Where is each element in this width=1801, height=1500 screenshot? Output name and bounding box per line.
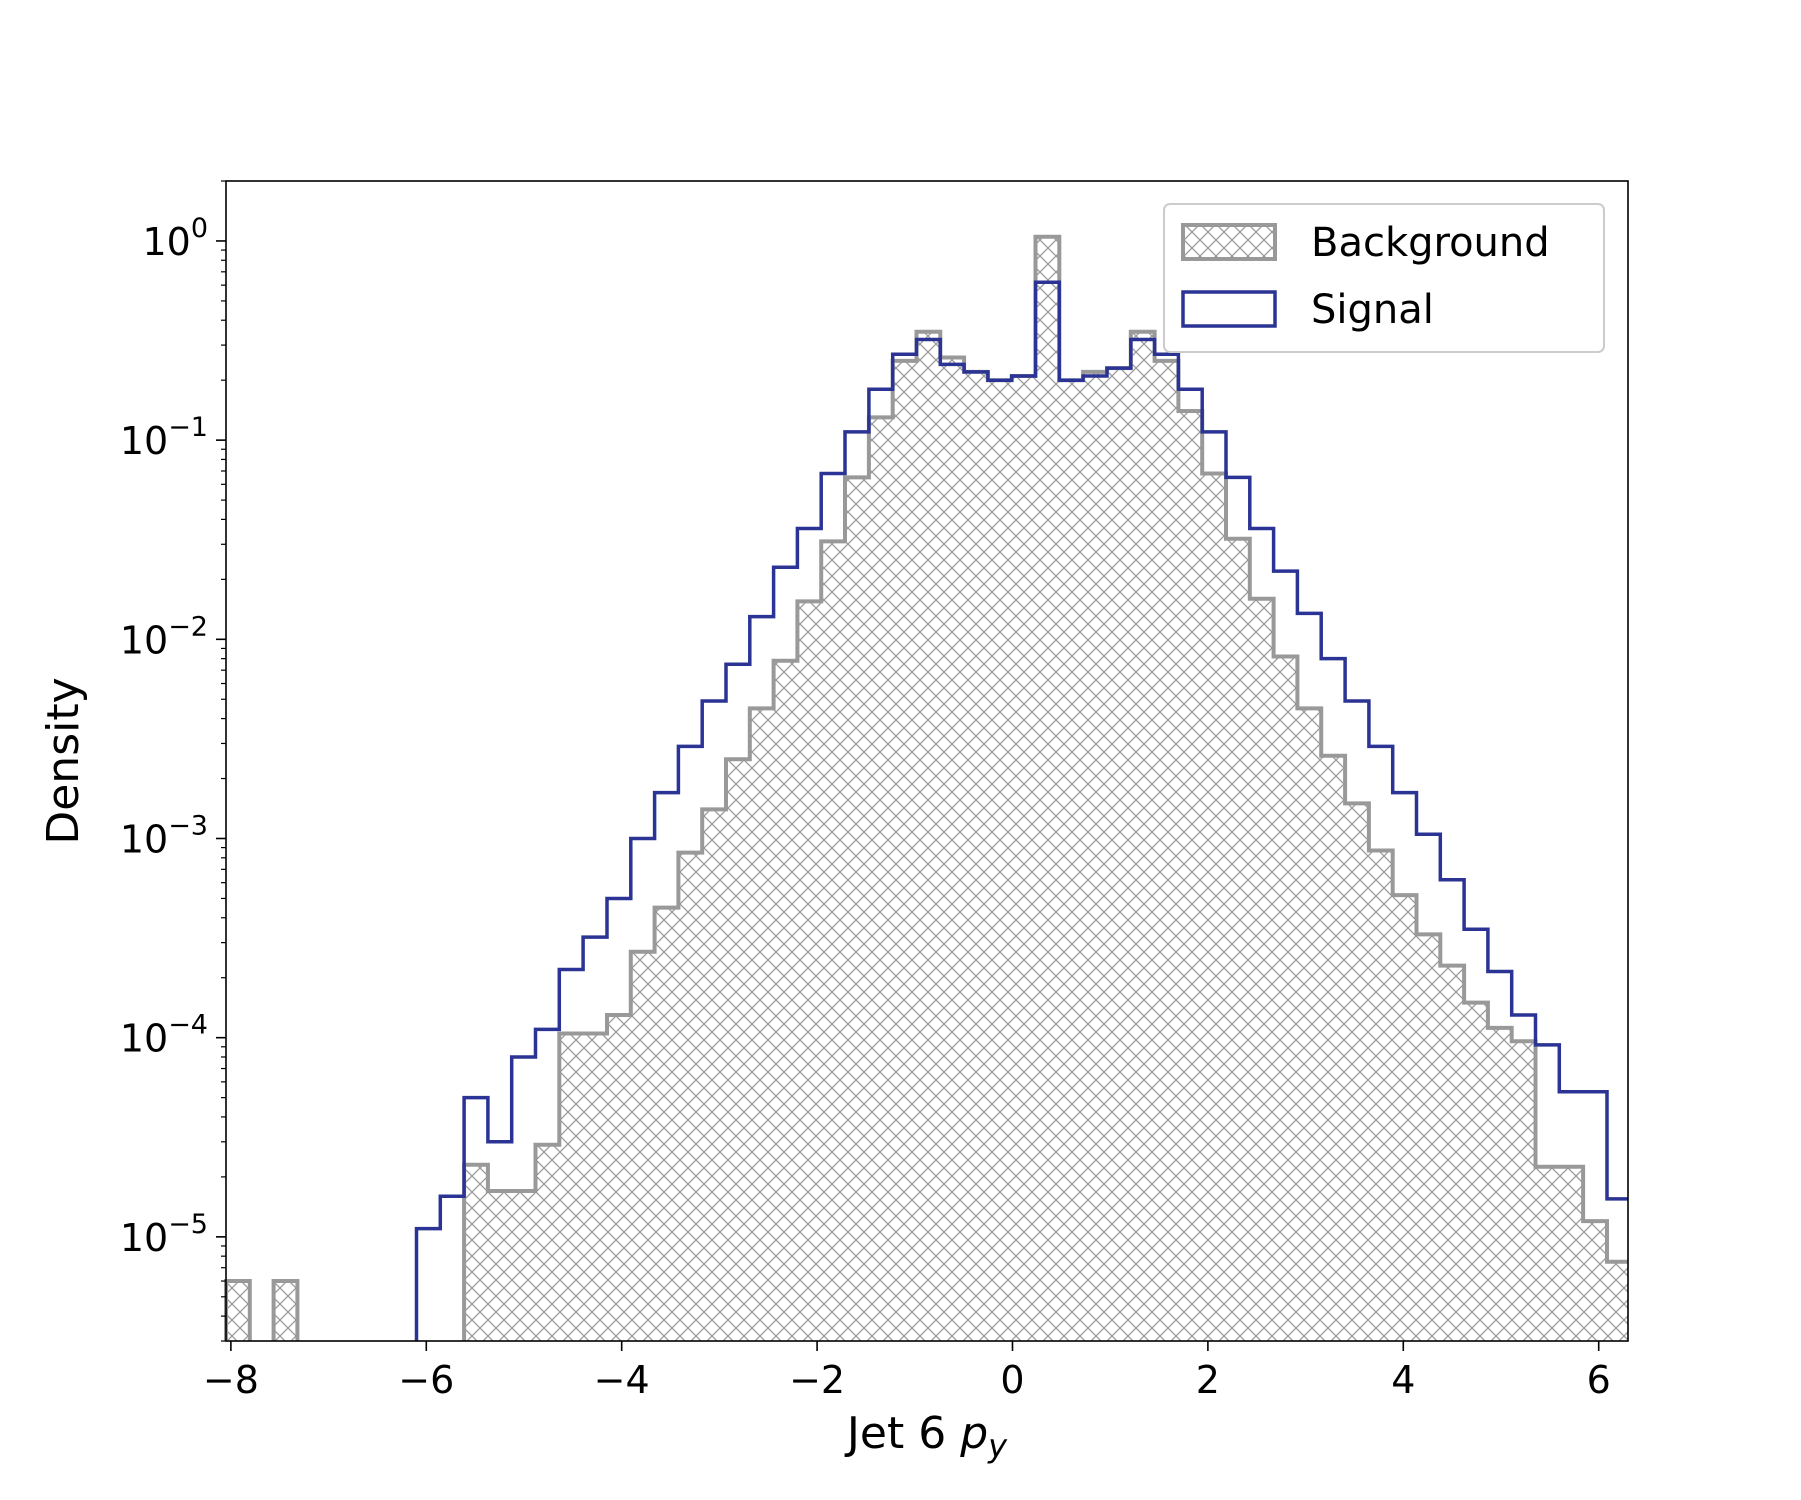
legend-swatch-background xyxy=(1181,223,1277,261)
signal-outline xyxy=(414,280,1628,1341)
background-bar xyxy=(1535,1166,1560,1341)
background-bar xyxy=(226,1281,250,1341)
background-bar xyxy=(702,809,727,1341)
background-bar xyxy=(1011,375,1036,1341)
background-bar xyxy=(1368,850,1393,1341)
background-bar xyxy=(1559,1166,1584,1341)
background-bar xyxy=(1416,934,1441,1341)
background-bar xyxy=(1321,755,1346,1341)
background-bar xyxy=(1202,473,1227,1341)
background-bar xyxy=(726,759,750,1341)
y-axis-label: Density xyxy=(38,677,89,844)
x-axis-label: Jet 6 py xyxy=(844,1408,1008,1465)
background-bar xyxy=(1297,708,1322,1341)
x-axis-ticks: −8 −6 −4 −2 0 2 4 6 xyxy=(203,1341,1611,1402)
background-bar xyxy=(964,371,988,1341)
background-bar xyxy=(1440,965,1465,1341)
y-tick-label: 10−1 xyxy=(120,412,208,463)
background-bar xyxy=(1059,380,1084,1341)
background-bar xyxy=(678,852,703,1341)
background-bar xyxy=(868,417,893,1342)
background-bar xyxy=(845,477,869,1341)
legend-swatch-signal xyxy=(1181,290,1277,328)
background-bar xyxy=(630,951,655,1341)
x-tick-label: −4 xyxy=(594,1358,650,1402)
x-tick-label: 0 xyxy=(1000,1358,1024,1402)
background-bar xyxy=(1392,895,1417,1341)
legend: Background Signal xyxy=(1163,203,1605,353)
background-bar xyxy=(606,1014,631,1341)
x-tick-label: 4 xyxy=(1391,1358,1415,1402)
background-bar xyxy=(1106,368,1131,1341)
legend-label-background: Background xyxy=(1311,220,1550,266)
y-tick-label: 10−5 xyxy=(120,1209,208,1260)
background-bar xyxy=(1178,411,1203,1341)
background-bar xyxy=(1249,598,1274,1341)
background-bar xyxy=(1345,803,1369,1341)
background-bar xyxy=(1583,1221,1607,1341)
x-tick-label: −6 xyxy=(398,1358,454,1402)
x-tick-label: −8 xyxy=(203,1358,259,1402)
background-bar xyxy=(1226,538,1250,1341)
background-bar xyxy=(1511,1041,1536,1341)
background-bar xyxy=(821,541,846,1341)
x-tick-label: 2 xyxy=(1196,1358,1220,1402)
background-bar xyxy=(1035,236,1060,1341)
x-tick-label: 6 xyxy=(1587,1358,1611,1402)
x-tick-label: −2 xyxy=(789,1358,845,1402)
legend-label-signal: Signal xyxy=(1311,287,1434,333)
background-histogram xyxy=(226,236,1628,1342)
plot-area xyxy=(224,234,1628,1342)
background-bar xyxy=(273,1281,298,1341)
background-bar xyxy=(749,708,774,1341)
background-bar xyxy=(1273,656,1298,1341)
background-bar xyxy=(773,660,798,1341)
background-bar xyxy=(583,1033,607,1341)
background-bar xyxy=(940,357,965,1341)
y-axis-ticks: 10−5 10−4 10−3 10−2 10−1 100 xyxy=(120,180,226,1342)
background-bar xyxy=(987,380,1012,1341)
background-bar xyxy=(916,331,941,1341)
y-tick-label: 10−3 xyxy=(120,810,208,861)
background-bar xyxy=(1487,1027,1512,1341)
background-bar xyxy=(464,1164,488,1341)
background-bar xyxy=(559,1033,584,1341)
y-tick-label: 10−2 xyxy=(120,611,208,662)
background-bar xyxy=(1130,331,1155,1341)
background-bar xyxy=(487,1190,512,1341)
y-tick-label: 100 xyxy=(142,213,208,264)
background-bar xyxy=(1606,1261,1628,1341)
background-bar xyxy=(1083,371,1107,1341)
background-bar xyxy=(1464,1002,1488,1341)
background-bar xyxy=(1154,360,1179,1341)
background-bar xyxy=(511,1190,536,1341)
background-bar xyxy=(797,601,822,1341)
background-bar xyxy=(654,907,679,1341)
y-tick-label: 10−4 xyxy=(120,1010,208,1061)
background-bar xyxy=(892,360,917,1341)
plot-frame xyxy=(225,180,1629,1342)
background-bar xyxy=(535,1144,560,1341)
